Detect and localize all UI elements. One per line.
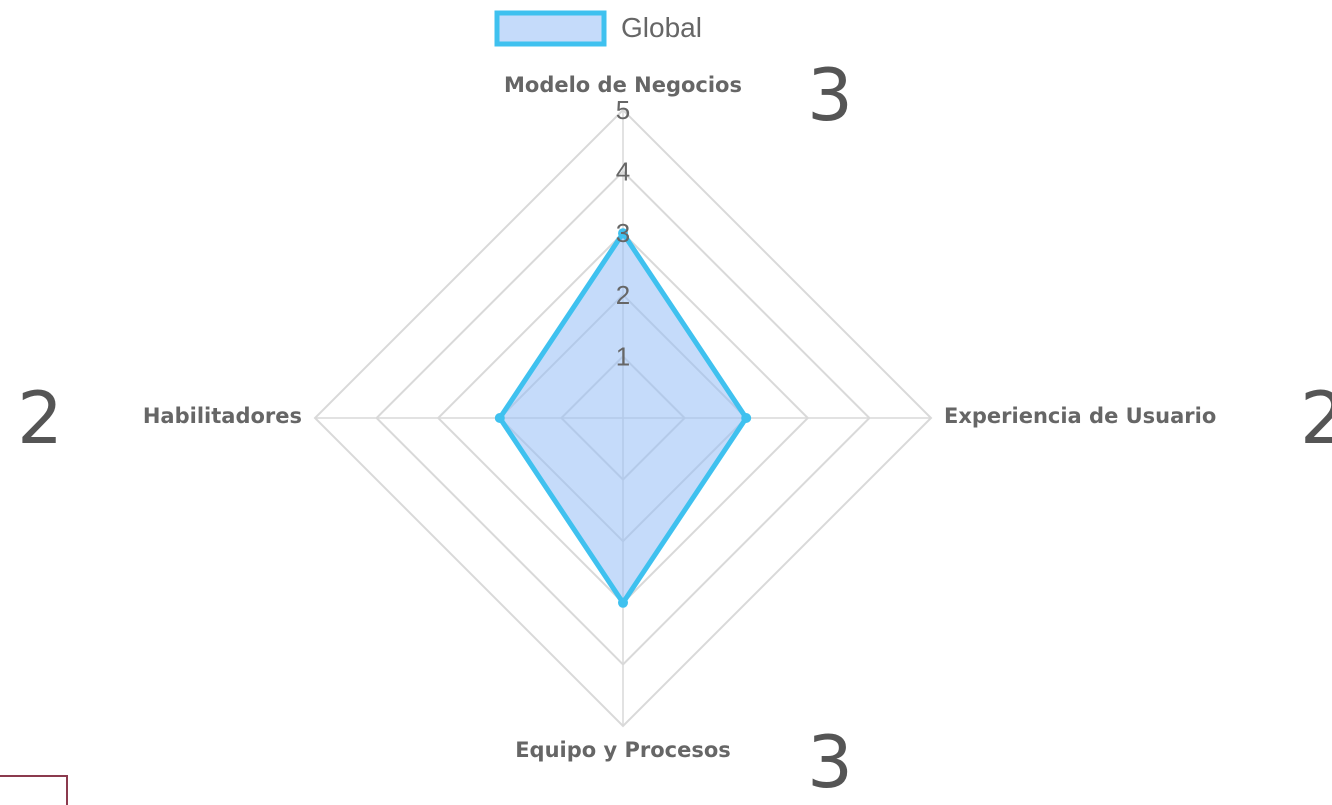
data-point-equipo-y-procesos[interactable] bbox=[618, 597, 628, 608]
legend-label-global[interactable]: Global bbox=[621, 12, 702, 43]
data-point-modelo-de-negocios[interactable] bbox=[618, 228, 628, 239]
data-point-experiencia-de-usuario[interactable] bbox=[741, 413, 752, 423]
axis-label-habilitadores: Habilitadores bbox=[143, 404, 302, 428]
axis-label-equipo-y-procesos: Equipo y Procesos bbox=[515, 738, 731, 762]
tick-label-2: 2 bbox=[616, 280, 630, 310]
score-bottom: 3 bbox=[807, 720, 853, 793]
legend[interactable]: Global bbox=[494, 10, 702, 47]
radar-series bbox=[494, 228, 752, 608]
score-top: 3 bbox=[807, 53, 853, 137]
axis-label-modelo-de-negocios: Modelo de Negocios bbox=[504, 73, 742, 97]
score-left: 2 bbox=[17, 376, 63, 460]
corner-frame bbox=[0, 775, 68, 805]
tick-label-1: 1 bbox=[616, 341, 630, 371]
score-right: 2 bbox=[1300, 376, 1332, 460]
tick-label-4: 4 bbox=[616, 157, 630, 187]
axis-label-experiencia-de-usuario: Experiencia de Usuario bbox=[944, 404, 1216, 428]
tick-label-5: 5 bbox=[616, 95, 630, 125]
radar-ticks: 1 2 3 4 5 bbox=[616, 95, 630, 371]
legend-swatch[interactable] bbox=[494, 10, 607, 47]
tick-label-3: 3 bbox=[616, 218, 630, 248]
data-point-habilitadores[interactable] bbox=[494, 413, 505, 423]
